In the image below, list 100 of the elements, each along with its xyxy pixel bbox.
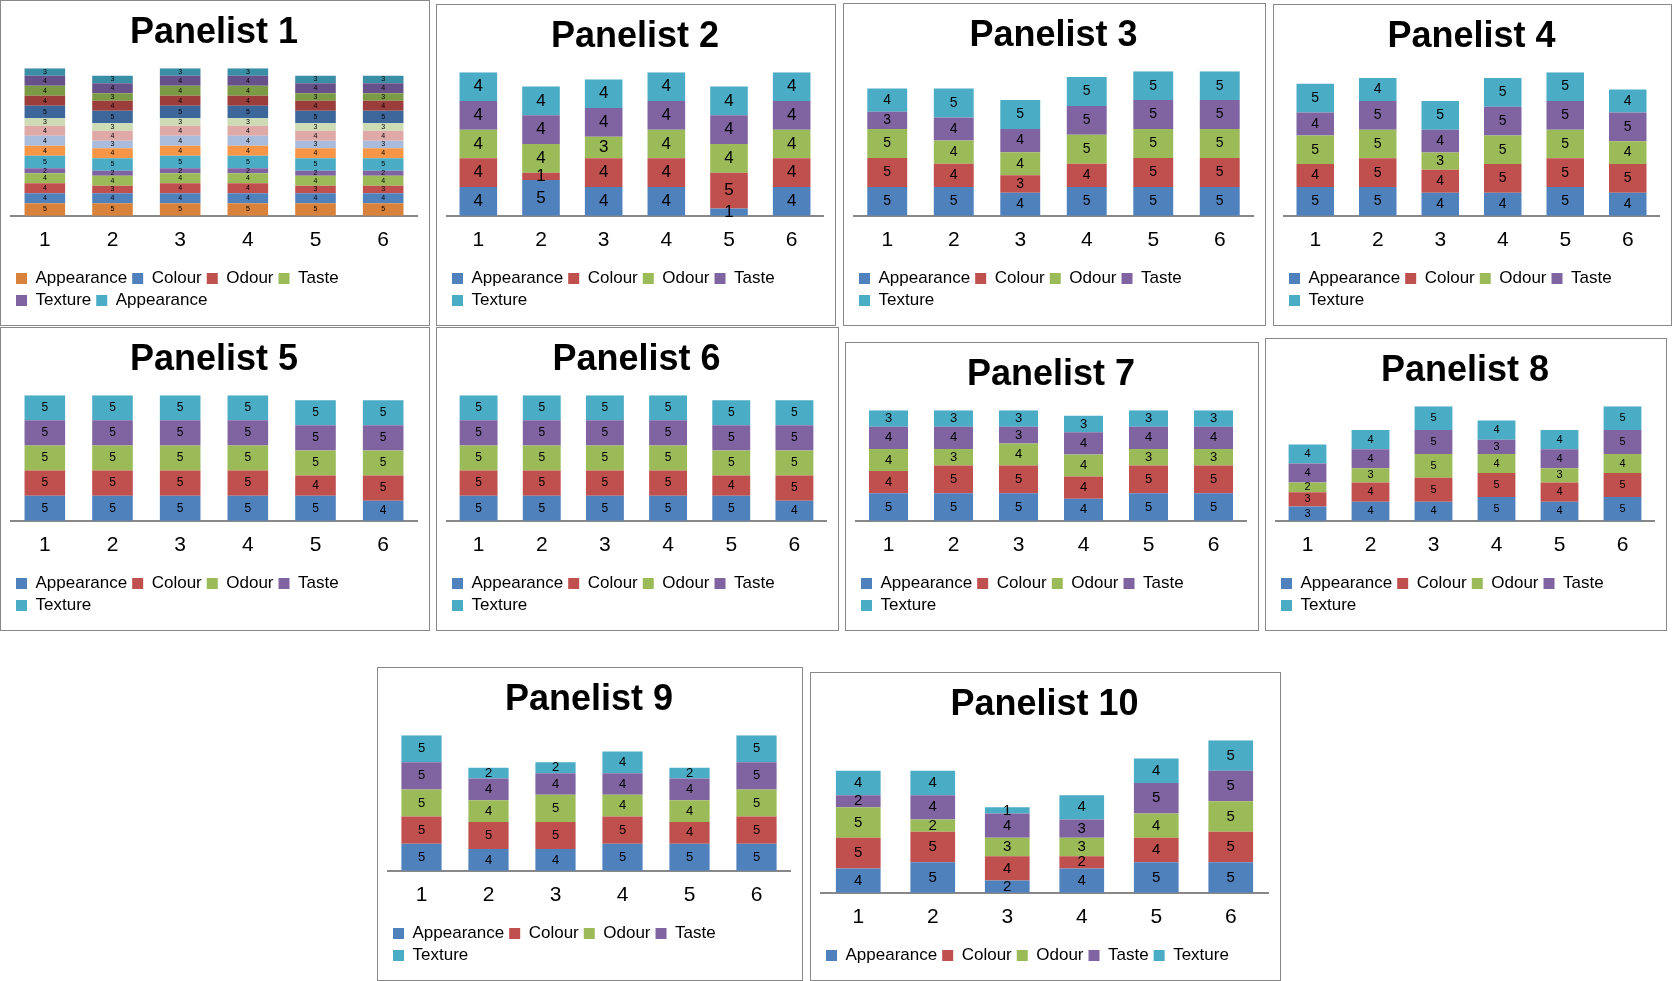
bar (1194, 426, 1233, 449)
data-label: 3 (1436, 152, 1445, 169)
data-label: 5 (379, 480, 387, 495)
data-label: 4 (1079, 501, 1088, 517)
legend-label: Appearance (35, 573, 128, 593)
data-label: 5 (1561, 106, 1570, 123)
bar (585, 420, 624, 446)
data-label: 5 (1014, 470, 1023, 486)
bar (159, 470, 201, 496)
data-label: 4 (536, 148, 546, 168)
bar (647, 158, 686, 188)
bar (772, 129, 811, 159)
data-label: 5 (551, 827, 560, 843)
bar (772, 72, 811, 101)
data-label: 3 (1304, 492, 1311, 505)
data-label: 5 (1561, 163, 1570, 180)
bar (92, 420, 133, 446)
bar (227, 125, 269, 136)
bar (362, 100, 404, 111)
bar (1359, 77, 1397, 101)
data-label: 4 (949, 429, 958, 445)
data-label: 3 (1493, 439, 1500, 452)
data-label: 5 (601, 475, 609, 490)
bar (459, 100, 498, 130)
bar (649, 495, 688, 521)
bar (295, 110, 336, 124)
bar (92, 175, 133, 186)
bar (647, 129, 686, 159)
data-label: 5 (1149, 192, 1158, 209)
bar (999, 493, 1038, 521)
bar (522, 445, 561, 471)
bar (24, 495, 66, 521)
data-label: 4 (312, 477, 320, 492)
data-label: 3 (1556, 468, 1563, 481)
data-label: 4 (1003, 858, 1012, 876)
bar (775, 425, 814, 451)
data-label: 5 (475, 475, 483, 490)
bar (1194, 465, 1233, 494)
data-label: 5 (176, 425, 184, 440)
bar (92, 193, 133, 204)
bar (459, 395, 498, 421)
data-label: 5 (1619, 478, 1626, 491)
data-label: 5 (379, 405, 387, 420)
bar (869, 426, 908, 449)
bar (24, 75, 66, 86)
legend-label: Taste (1141, 268, 1182, 288)
bar (1477, 453, 1516, 474)
legend-label: Appearance (845, 945, 938, 965)
bar (362, 93, 404, 101)
data-label: 4 (661, 104, 672, 124)
data-label: 5 (1619, 501, 1626, 514)
bar (712, 495, 751, 521)
bar (459, 187, 498, 216)
chart-title: Panelist 2 (550, 13, 720, 55)
data-label: 4 (1436, 172, 1445, 189)
x-tick-label: 5 (1553, 532, 1566, 556)
bar (227, 193, 269, 204)
bar (1546, 129, 1584, 159)
bar (1064, 498, 1103, 521)
bar (1421, 129, 1459, 153)
x-tick-label: 3 (174, 227, 187, 251)
data-label: 4 (1016, 154, 1025, 171)
data-label: 5 (618, 821, 627, 837)
data-label: 3 (949, 410, 958, 426)
data-label: 5 (1215, 134, 1224, 151)
data-label: 5 (618, 848, 627, 864)
data-label: 5 (1152, 788, 1161, 806)
data-label: 4 (1152, 815, 1161, 833)
bar (736, 843, 777, 871)
data-label: 5 (1144, 498, 1153, 514)
bar (1208, 831, 1254, 863)
bar (401, 816, 442, 844)
data-label: 4 (1367, 485, 1374, 498)
legend-label: Taste (734, 573, 775, 593)
x-tick-label: 1 (38, 227, 51, 251)
data-label: 4 (1152, 840, 1161, 858)
x-tick-label: 1 (852, 904, 865, 928)
bar (710, 144, 748, 173)
data-label: 4 (1079, 434, 1088, 450)
bar (1603, 406, 1642, 431)
data-label: 5 (312, 430, 320, 445)
bar (1194, 493, 1233, 521)
data-label: 5 (1498, 111, 1507, 128)
bar (602, 773, 643, 795)
bar (984, 856, 1030, 881)
bar (910, 831, 956, 863)
data-label: 5 (1498, 83, 1507, 100)
bar (584, 158, 623, 188)
x-tick-label: 4 (660, 227, 673, 251)
data-label: 4 (1556, 485, 1563, 498)
data-label: 3 (1077, 818, 1086, 836)
data-label: 5 (312, 500, 320, 515)
data-label: 5 (727, 430, 735, 445)
data-label: 5 (854, 843, 863, 861)
data-label: 3 (1144, 448, 1153, 464)
data-label: 5 (1373, 163, 1382, 180)
bar (1359, 129, 1397, 159)
data-label: 5 (1373, 192, 1382, 209)
bar (1194, 410, 1233, 427)
bar (602, 794, 643, 817)
